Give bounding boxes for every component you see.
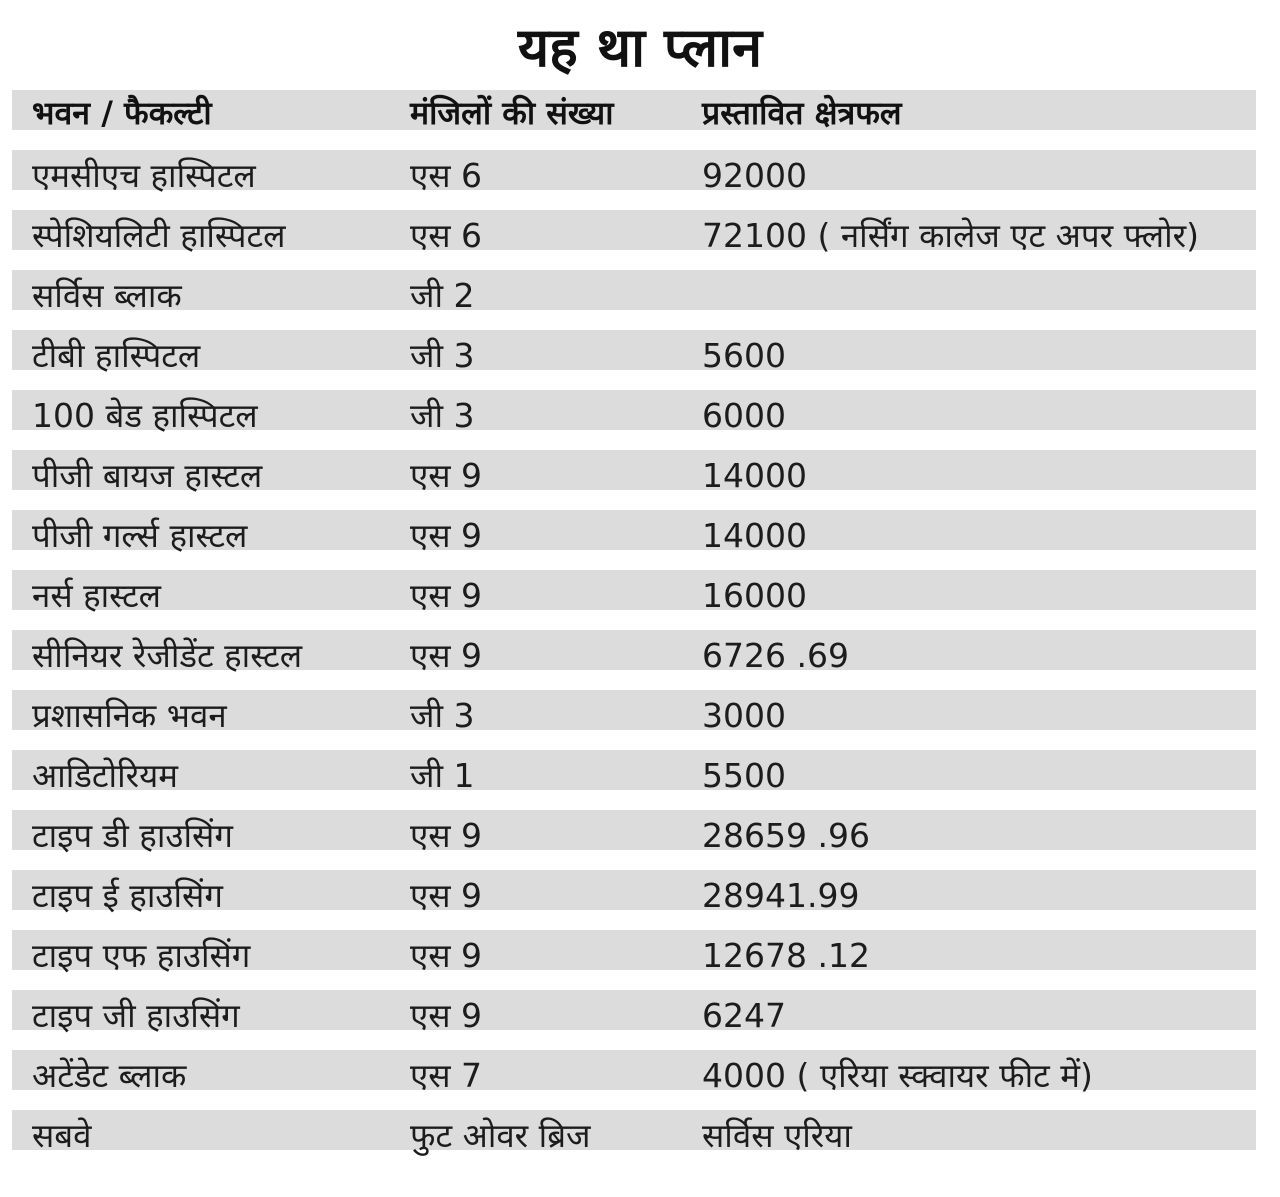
cell-floors: एस 9 — [410, 636, 483, 675]
cell-building: प्रशासनिक भवन — [32, 696, 227, 735]
cell-area: 14000 — [702, 456, 807, 495]
cell-area: 6000 — [702, 396, 786, 435]
cell-building: आडिटोरियम — [32, 756, 179, 795]
table-body: एमसीएच हास्पिटल एस 6 92000 स्पेशियलिटी हास्… — [12, 150, 1256, 1170]
row-shading — [12, 270, 1256, 310]
row-shading — [12, 210, 1256, 250]
table-row: टीबी हास्पिटल जी 3 5600 — [12, 330, 1256, 390]
table-row: सबवे फुट ओवर ब्रिज सर्विस एरिया — [12, 1110, 1256, 1170]
cell-building: पीजी गर्ल्स हास्टल — [32, 516, 248, 555]
cell-area: 5600 — [702, 336, 786, 375]
page-title: यह था प्लान — [517, 16, 763, 79]
cell-area: 6726 .69 — [702, 636, 849, 675]
cell-building: टाइप जी हाउसिंग — [32, 996, 240, 1035]
cell-floors: एस 9 — [410, 936, 483, 975]
cell-building: टाइप एफ हाउसिंग — [32, 936, 251, 975]
cell-floors: जी 3 — [410, 336, 475, 375]
table-row: अटेंडेट ब्लाक एस 7 4000 ( एरिया स्क्वायर फ… — [12, 1050, 1256, 1110]
cell-building: टाइप डी हाउसिंग — [32, 816, 233, 855]
cell-building: सबवे — [32, 1116, 92, 1155]
row-shading — [12, 630, 1256, 670]
cell-building: टाइप ई हाउसिंग — [32, 876, 223, 915]
cell-area: 14000 — [702, 516, 807, 555]
cell-building: अटेंडेट ब्लाक — [32, 1056, 187, 1095]
table-row: टाइप जी हाउसिंग एस 9 6247 — [12, 990, 1256, 1050]
cell-area: 5500 — [702, 756, 786, 795]
cell-building: सर्विस ब्लाक — [32, 276, 182, 315]
cell-area: 12678 .12 — [702, 936, 870, 975]
table-row: पीजी बायज हास्टल एस 9 14000 — [12, 450, 1256, 510]
cell-area: 92000 — [702, 156, 807, 195]
table-row: सर्विस ब्लाक जी 2 — [12, 270, 1256, 330]
cell-floors: एस 9 — [410, 876, 483, 915]
cell-building: पीजी बायज हास्टल — [32, 456, 263, 495]
cell-area: 72100 ( नर्सिंग कालेज एट अपर फ्लोर) — [702, 216, 1200, 255]
cell-floors: जी 2 — [410, 276, 475, 315]
cell-area: 3000 — [702, 696, 786, 735]
row-shading — [12, 90, 1256, 130]
cell-building: 100 बेड हास्पिटल — [32, 396, 258, 435]
header-building: भवन / फैकल्टी — [32, 94, 212, 132]
cell-floors: जी 3 — [410, 396, 475, 435]
table-row: पीजी गर्ल्स हास्टल एस 9 14000 — [12, 510, 1256, 570]
table-row: टाइप ई हाउसिंग एस 9 28941.99 — [12, 870, 1256, 930]
cell-building: एमसीएच हास्पिटल — [32, 156, 256, 195]
table-row: टाइप एफ हाउसिंग एस 9 12678 .12 — [12, 930, 1256, 990]
table-row: स्पेशियलिटी हास्पिटल एस 6 72100 ( नर्सिंग … — [12, 210, 1256, 270]
cell-floors: एस 9 — [410, 816, 483, 855]
cell-floors: एस 7 — [410, 1056, 483, 1095]
row-shading — [12, 570, 1256, 610]
cell-floors: जी 1 — [410, 756, 475, 795]
row-shading — [12, 1110, 1256, 1150]
cell-area: 16000 — [702, 576, 807, 615]
header-floors: मंजिलों की संख्या — [410, 94, 614, 132]
cell-floors: एस 6 — [410, 216, 483, 255]
row-shading — [12, 450, 1256, 490]
header-area: प्रस्तावित क्षेत्रफल — [702, 94, 902, 132]
row-shading — [12, 330, 1256, 370]
table-row: प्रशासनिक भवन जी 3 3000 — [12, 690, 1256, 750]
row-shading — [12, 750, 1256, 790]
cell-floors: जी 3 — [410, 696, 475, 735]
table-row: 100 बेड हास्पिटल जी 3 6000 — [12, 390, 1256, 450]
cell-floors: फुट ओवर ब्रिज — [410, 1116, 591, 1155]
cell-floors: एस 9 — [410, 456, 483, 495]
row-shading — [12, 390, 1256, 430]
cell-area: 28941.99 — [702, 876, 860, 915]
table-row: एमसीएच हास्पिटल एस 6 92000 — [12, 150, 1256, 210]
row-shading — [12, 810, 1256, 850]
cell-building: स्पेशियलिटी हास्पिटल — [32, 216, 286, 255]
plan-table: भवन / फैकल्टी मंजिलों की संख्या प्रस्ताव… — [12, 90, 1256, 1170]
table-row: सीनियर रेजीडेंट हास्टल एस 9 6726 .69 — [12, 630, 1256, 690]
cell-building: सीनियर रेजीडेंट हास्टल — [32, 636, 303, 675]
row-shading — [12, 870, 1256, 910]
table-header-row: भवन / फैकल्टी मंजिलों की संख्या प्रस्ताव… — [12, 90, 1256, 150]
cell-area: 6247 — [702, 996, 786, 1035]
cell-floors: एस 6 — [410, 156, 483, 195]
cell-floors: एस 9 — [410, 576, 483, 615]
row-shading — [12, 1050, 1256, 1090]
row-shading — [12, 690, 1256, 730]
cell-building: टीबी हास्पिटल — [32, 336, 201, 375]
row-shading — [12, 150, 1256, 190]
table-row: टाइप डी हाउसिंग एस 9 28659 .96 — [12, 810, 1256, 870]
row-shading — [12, 510, 1256, 550]
row-shading — [12, 930, 1256, 970]
cell-floors: एस 9 — [410, 516, 483, 555]
cell-area: 4000 ( एरिया स्क्वायर फीट में) — [702, 1056, 1093, 1095]
row-shading — [12, 990, 1256, 1030]
table-row: नर्स हास्टल एस 9 16000 — [12, 570, 1256, 630]
cell-area: सर्विस एरिया — [702, 1116, 852, 1155]
cell-area: 28659 .96 — [702, 816, 870, 855]
table-row: आडिटोरियम जी 1 5500 — [12, 750, 1256, 810]
cell-building: नर्स हास्टल — [32, 576, 162, 615]
cell-floors: एस 9 — [410, 996, 483, 1035]
